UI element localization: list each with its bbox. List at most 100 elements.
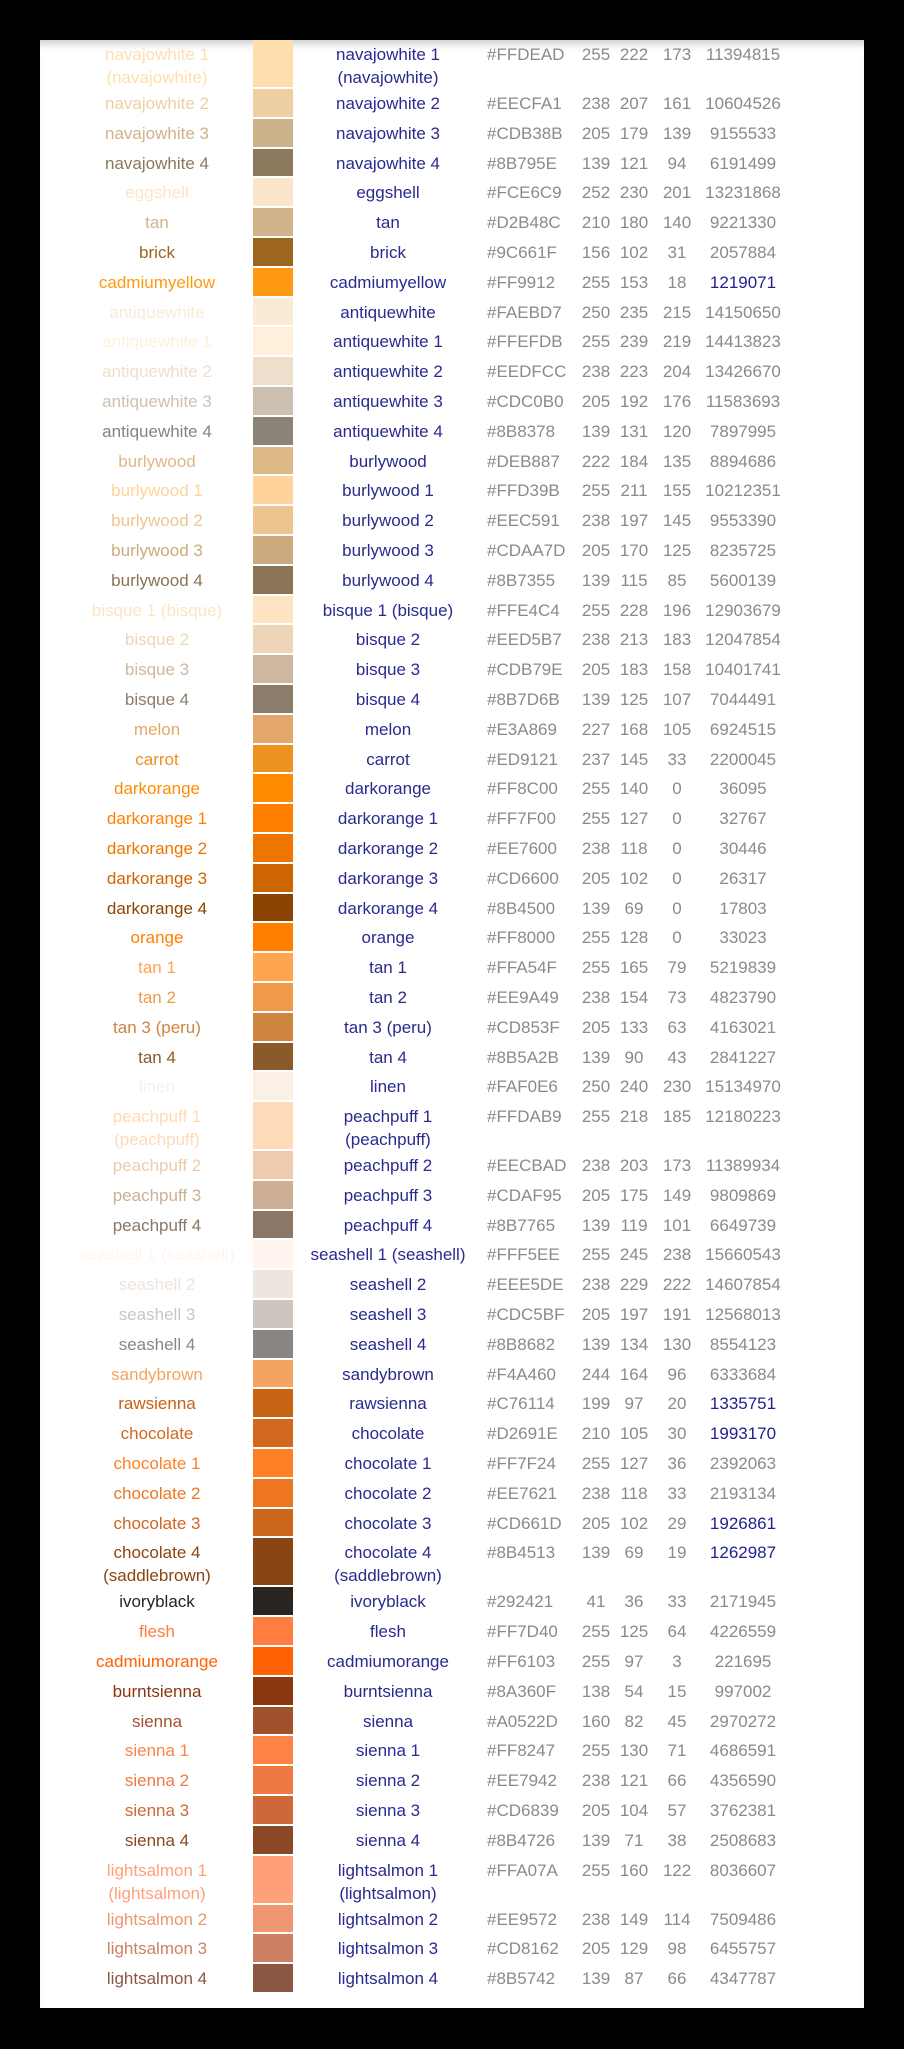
color-row: navajowhite 2 navajowhite 2 #EECFA1 238 207 1…	[40, 89, 864, 119]
color-row: tan 3 (peru) tan 3 (peru) #CD853F 205 133 63 4…	[40, 1012, 864, 1043]
color-name-sample: burlywood 2	[111, 511, 203, 531]
color-swatch	[253, 1478, 293, 1509]
green-value: 203	[619, 1156, 649, 1176]
color-name-sample: sienna 2	[124, 1771, 190, 1791]
red-value: 210	[581, 1424, 611, 1444]
green-value: 240	[619, 1077, 649, 1097]
color-name-sample: cadmiumorange	[96, 1652, 218, 1672]
blue-value: 155	[662, 481, 692, 501]
hex-code: #EE7621	[487, 1483, 557, 1503]
color-swatch	[253, 1072, 293, 1103]
color-name: bisque 3	[355, 660, 421, 680]
color-name-sample: tan	[145, 213, 169, 233]
red-value: 255	[581, 1622, 611, 1642]
decimal-value: 15134970	[705, 1077, 781, 1097]
color-name-sample: ivoryblack	[119, 1592, 195, 1612]
blue-value: 94	[667, 153, 687, 173]
color-name: seashell 1 (seashell)	[310, 1245, 466, 1265]
blue-value: 33	[667, 1483, 687, 1503]
color-name-sample: navajowhite 1 (navajowhite)	[105, 45, 209, 87]
color-swatch	[253, 655, 293, 685]
blue-value: 161	[662, 94, 692, 113]
color-row: eggshell eggshell #FCE6C9 252 230 201 13231868	[40, 178, 864, 209]
decimal-value: 30446	[719, 838, 767, 858]
green-value: 82	[624, 1711, 644, 1731]
decimal-value: 12903679	[705, 600, 781, 620]
red-value: 238	[581, 630, 611, 650]
color-row: melon melon #E3A869 227 168 105 6924515	[40, 714, 864, 745]
color-row: sienna 2 sienna 2 #EE7942 238 121 66 4356590	[40, 1766, 864, 1797]
color-row: burntsienna burntsienna #8A360F 138 54 15 9970…	[40, 1676, 864, 1707]
green-value: 131	[619, 421, 649, 441]
color-name-sample: antiquewhite 4	[102, 421, 212, 441]
green-value: 121	[619, 153, 649, 173]
color-name: orange	[361, 928, 415, 948]
decimal-value: 221695	[714, 1652, 772, 1672]
hex-code: #EEC591	[487, 511, 560, 531]
color-row: burlywood 4 burlywood 4 #8B7355 139 115 85 560…	[40, 565, 864, 596]
color-row: peachpuff 1 (peachpuff) peachpuff 1 (peac…	[40, 1102, 864, 1152]
blue-value: 31	[667, 242, 687, 262]
color-swatch	[253, 148, 293, 179]
color-name: antiquewhite	[340, 302, 436, 322]
green-value: 213	[619, 630, 649, 650]
color-row: lightsalmon 2 lightsalmon 2 #EE9572 238 149 1…	[40, 1904, 864, 1935]
color-name: darkorange	[344, 779, 431, 799]
hex-code: #FFE4C4	[487, 600, 560, 620]
blue-value: 30	[667, 1424, 687, 1444]
color-name: antiquewhite 2	[333, 362, 443, 382]
color-swatch	[253, 804, 293, 834]
blue-value: 139	[662, 123, 692, 143]
color-name: darkorange 4	[337, 898, 439, 918]
color-name: sandybrown	[342, 1364, 434, 1384]
color-name-sample: darkorange 2	[106, 838, 208, 858]
blue-value: 219	[662, 332, 692, 352]
color-name-sample: peachpuff 1 (peachpuff)	[112, 1107, 202, 1150]
color-name: ivoryblack	[350, 1592, 426, 1612]
red-value: 238	[581, 1483, 611, 1503]
red-value: 210	[581, 213, 611, 233]
red-value: 205	[581, 1185, 611, 1205]
green-value: 164	[619, 1364, 649, 1384]
color-swatch	[253, 386, 293, 417]
green-value: 149	[619, 1909, 649, 1929]
green-value: 222	[619, 45, 649, 64]
blue-value: 0	[672, 928, 682, 948]
color-swatch	[253, 953, 293, 983]
color-row: tan 1 tan 1 #FFA54F 255 165 79 5219839	[40, 953, 864, 983]
color-name: navajowhite 2	[336, 94, 440, 113]
color-swatch	[253, 1676, 293, 1707]
green-value: 97	[624, 1394, 644, 1414]
red-value: 237	[581, 749, 611, 769]
hex-code: #8B7765	[487, 1215, 556, 1235]
green-value: 211	[620, 481, 648, 501]
hex-code: #EE9572	[487, 1909, 557, 1929]
decimal-value: 1262987	[709, 1543, 777, 1563]
green-value: 36	[624, 1592, 644, 1612]
blue-value: 43	[667, 1047, 687, 1067]
color-swatch	[253, 1647, 293, 1677]
color-name: melon	[364, 719, 412, 739]
blue-value: 71	[667, 1741, 687, 1761]
red-value: 255	[581, 928, 611, 948]
color-swatch	[253, 267, 293, 298]
green-value: 153	[619, 272, 649, 292]
color-row: seashell 2 seashell 2 #EEE5DE 238 229 222 1460…	[40, 1270, 864, 1301]
blue-value: 20	[667, 1394, 687, 1414]
color-name: sienna 1	[355, 1741, 421, 1761]
color-row: linen linen #FAF0E6 250 240 230 15134970	[40, 1072, 864, 1103]
hex-code: #FFA07A	[487, 1860, 558, 1880]
color-name: peachpuff 4	[343, 1215, 433, 1235]
blue-value: 98	[667, 1939, 687, 1959]
hex-code: #E3A869	[487, 719, 557, 739]
color-name: cadmiumorange	[327, 1652, 449, 1672]
color-row: lightsalmon 4 lightsalmon 4 #8B5742 139 87 66…	[40, 1964, 864, 1995]
color-name-sample: lightsalmon 2	[106, 1909, 208, 1929]
red-value: 139	[581, 689, 611, 709]
color-row: antiquewhite antiquewhite #FAEBD7 250 235 215…	[40, 297, 864, 328]
color-swatch	[253, 1706, 293, 1737]
green-value: 115	[620, 570, 648, 590]
color-swatch	[253, 1825, 293, 1856]
green-value: 183	[619, 660, 649, 680]
color-name: darkorange 1	[337, 809, 439, 829]
